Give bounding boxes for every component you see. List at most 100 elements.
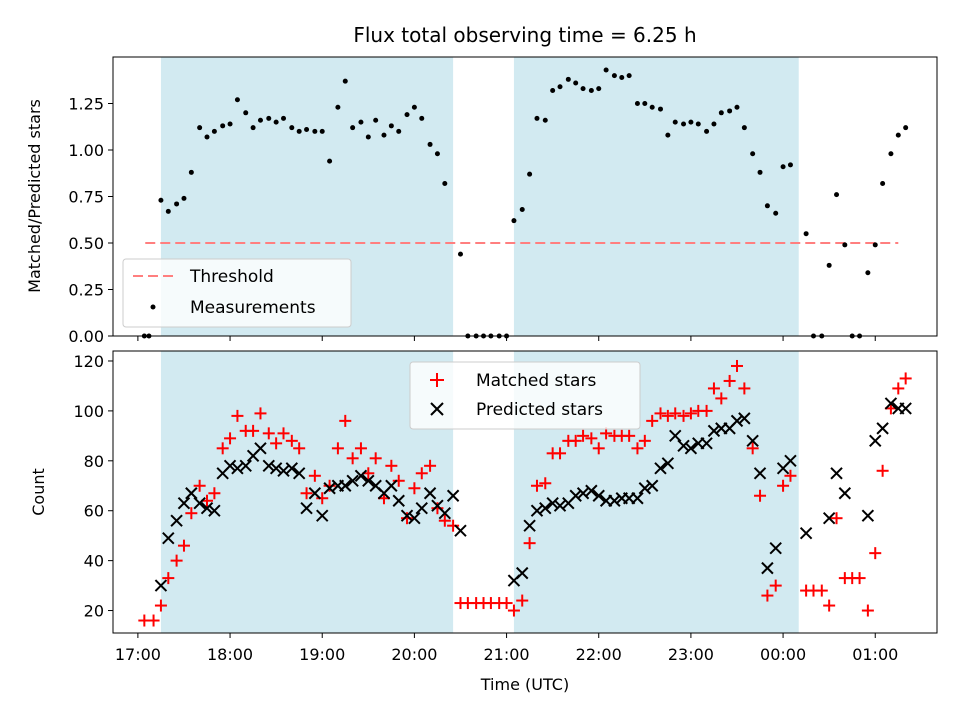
- measurement-point: [304, 127, 310, 133]
- matched-star-point: [293, 442, 306, 455]
- matched-star-point: [523, 537, 536, 550]
- predicted-star-point: [323, 482, 336, 495]
- matched-star-point: [661, 409, 674, 422]
- matched-star-point: [447, 519, 460, 532]
- measurement-point: [273, 119, 279, 125]
- matched-star-point: [177, 539, 190, 552]
- matched-star-point: [346, 452, 359, 465]
- matched-star-point: [554, 447, 567, 460]
- predicted-star-point: [162, 531, 175, 545]
- legend-measurements-label: Measurements: [190, 298, 316, 318]
- matched-star-point: [530, 479, 543, 492]
- measurement-point: [358, 119, 364, 125]
- matched-star-point: [500, 597, 513, 610]
- predicted-star-point: [523, 519, 536, 532]
- predicted-star-point: [262, 459, 275, 473]
- matched-star-point: [185, 507, 198, 520]
- measurement-point: [619, 74, 625, 80]
- matched-star-point: [646, 414, 659, 427]
- matched-star-point: [339, 414, 352, 427]
- predicted-star-point: [638, 482, 652, 495]
- matched-star-point: [147, 614, 160, 627]
- predicted-star-point: [553, 499, 567, 512]
- count-legend: Matched stars Predicted stars: [409, 361, 641, 430]
- measurement-point: [442, 180, 448, 186]
- count-y-axis-label: Count: [29, 468, 48, 516]
- y-tick-label: 1.00: [68, 141, 104, 160]
- measurement-point: [227, 121, 233, 127]
- matched-star-point: [401, 512, 414, 525]
- matched-star-point: [154, 599, 167, 612]
- measurement-point: [250, 125, 256, 131]
- predicted-star-point: [208, 504, 221, 517]
- matched-star-point: [623, 429, 636, 442]
- measurement-point: [834, 192, 840, 198]
- y-tick-label: 1.25: [68, 95, 104, 114]
- measurement-point: [741, 125, 747, 131]
- legend-measurements-marker: [150, 304, 156, 310]
- matched-star-point: [631, 442, 644, 455]
- measurement-point: [243, 110, 249, 116]
- y-tick-label: 100: [73, 402, 104, 421]
- measurement-point: [880, 180, 886, 186]
- measurement-point: [603, 67, 609, 73]
- matched-star-point: [869, 547, 882, 560]
- predicted-star-point: [438, 507, 452, 520]
- x-tick-label: 19:00: [299, 645, 345, 664]
- legend-predicted-marker: [430, 402, 444, 416]
- measurement-point: [188, 169, 194, 175]
- measurement-point: [296, 128, 302, 134]
- predicted-star-point: [154, 579, 168, 592]
- measurement-point: [695, 121, 701, 127]
- measurement-point: [281, 115, 287, 121]
- predicted-star-point: [669, 429, 682, 443]
- matched-star-point: [354, 442, 367, 455]
- measurement-point: [388, 123, 394, 129]
- measurement-point: [565, 76, 571, 82]
- measurement-point: [289, 125, 295, 131]
- measurement-point: [780, 164, 786, 170]
- measurement-point: [787, 162, 793, 168]
- measurement-point: [342, 78, 348, 84]
- matched-star-point: [669, 407, 682, 420]
- measurement-point: [803, 231, 809, 237]
- predicted-star-point: [876, 422, 889, 435]
- predicted-star-point: [292, 467, 306, 480]
- measurement-point: [718, 110, 724, 116]
- ratio-legend-box: [122, 258, 352, 328]
- y-tick-label: 40: [84, 552, 104, 571]
- predicted-star-point: [223, 459, 237, 473]
- measurement-point: [174, 201, 180, 207]
- y-tick-label: 0.75: [68, 188, 104, 207]
- matched-star-point: [754, 489, 767, 502]
- matched-star-point: [815, 584, 828, 597]
- measurement-point: [396, 128, 402, 134]
- matched-star-point: [777, 479, 790, 492]
- matched-star-point: [899, 372, 912, 385]
- measurement-point: [750, 151, 756, 157]
- measurement-point: [611, 73, 617, 79]
- measurement-point: [381, 132, 387, 138]
- predicted-star-point: [830, 467, 843, 480]
- measurement-point: [411, 104, 417, 110]
- matched-star-point: [331, 442, 344, 455]
- predicted-star-point: [200, 502, 214, 515]
- y-tick-label: 0.00: [68, 327, 104, 346]
- measurement-point: [681, 121, 687, 127]
- predicted-star-point: [884, 397, 898, 410]
- predicted-star-point: [546, 497, 559, 510]
- predicted-star-point: [631, 492, 644, 505]
- matched-star-point: [247, 424, 260, 437]
- ratio-y-axis-label: Matched/Predicted stars: [25, 99, 44, 293]
- measurement-point: [872, 242, 878, 248]
- predicted-star-point: [193, 497, 206, 510]
- predicted-star-point: [769, 541, 782, 555]
- measurement-point: [197, 125, 203, 131]
- predicted-star-point: [899, 402, 912, 415]
- matched-star-point: [761, 589, 774, 602]
- predicted-star-point: [707, 424, 721, 438]
- predicted-star-point: [454, 524, 467, 537]
- matched-star-point: [784, 469, 797, 482]
- measurement-point: [204, 134, 210, 140]
- predicted-star-point: [346, 474, 359, 487]
